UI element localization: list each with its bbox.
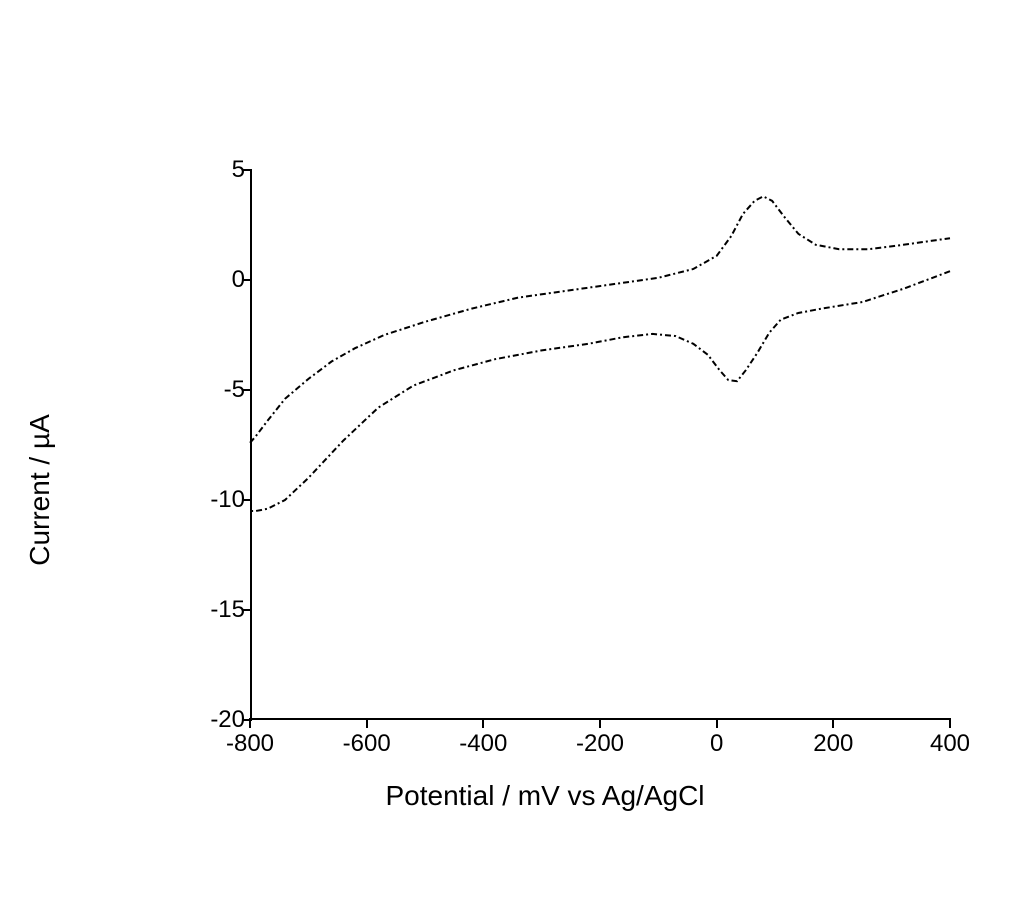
cv-chart: Current / µA Potential / mV vs Ag/AgCl 5… [130,150,960,830]
y-tick-label: -15 [210,596,245,624]
x-tick [366,718,368,728]
x-tick [716,718,718,728]
x-tick-label: -400 [459,730,507,758]
x-tick-label: -800 [226,730,274,758]
y-tick-label: 0 [232,266,245,294]
y-tick-label: 5 [232,156,245,184]
x-tick-label: 400 [930,730,970,758]
x-tick [599,718,601,728]
x-tick-label: -600 [343,730,391,758]
plot-area [250,170,950,720]
x-tick-label: 0 [710,730,723,758]
y-tick-label: -5 [224,376,245,404]
x-tick-label: 200 [813,730,853,758]
x-tick-label: -200 [576,730,624,758]
y-tick-label: -10 [210,486,245,514]
x-axis-title: Potential / mV vs Ag/AgCl [385,780,704,812]
cv-trace [250,170,950,720]
x-tick [949,718,951,728]
x-tick [482,718,484,728]
x-tick [832,718,834,728]
y-axis-title: Current / µA [24,414,56,566]
x-tick [249,718,251,728]
